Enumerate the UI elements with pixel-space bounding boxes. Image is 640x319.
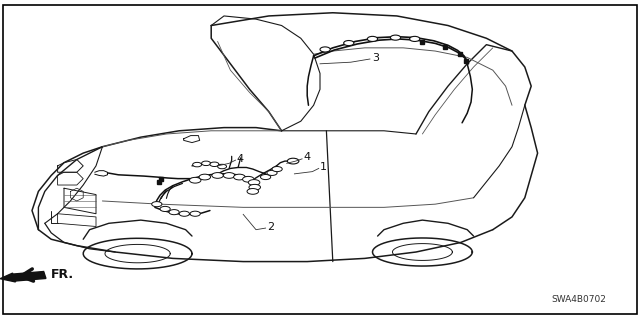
- Text: 3: 3: [372, 53, 380, 63]
- Circle shape: [212, 173, 223, 178]
- Circle shape: [267, 170, 277, 175]
- Text: 4: 4: [303, 152, 310, 162]
- Text: SWA4B0702: SWA4B0702: [552, 295, 607, 304]
- Circle shape: [223, 173, 235, 178]
- Circle shape: [199, 174, 211, 180]
- Circle shape: [189, 177, 201, 183]
- Circle shape: [152, 202, 162, 207]
- Text: 2: 2: [268, 222, 275, 232]
- Circle shape: [234, 174, 245, 180]
- Circle shape: [218, 164, 227, 169]
- Circle shape: [260, 174, 271, 180]
- Circle shape: [247, 189, 259, 194]
- Circle shape: [190, 211, 200, 216]
- Text: FR.: FR.: [51, 269, 74, 281]
- Circle shape: [169, 210, 179, 215]
- Circle shape: [202, 161, 211, 166]
- Circle shape: [272, 167, 282, 172]
- Text: 4: 4: [237, 154, 244, 164]
- Circle shape: [193, 162, 202, 167]
- Circle shape: [249, 184, 260, 190]
- Circle shape: [287, 158, 299, 164]
- Circle shape: [248, 180, 260, 185]
- Circle shape: [390, 35, 401, 40]
- Circle shape: [160, 206, 170, 211]
- Circle shape: [210, 162, 219, 167]
- Circle shape: [344, 41, 354, 46]
- Circle shape: [179, 211, 189, 216]
- FancyArrow shape: [0, 271, 46, 282]
- Circle shape: [243, 176, 254, 182]
- Circle shape: [410, 36, 420, 41]
- Circle shape: [367, 36, 378, 41]
- Text: 1: 1: [320, 162, 327, 172]
- Circle shape: [320, 47, 330, 52]
